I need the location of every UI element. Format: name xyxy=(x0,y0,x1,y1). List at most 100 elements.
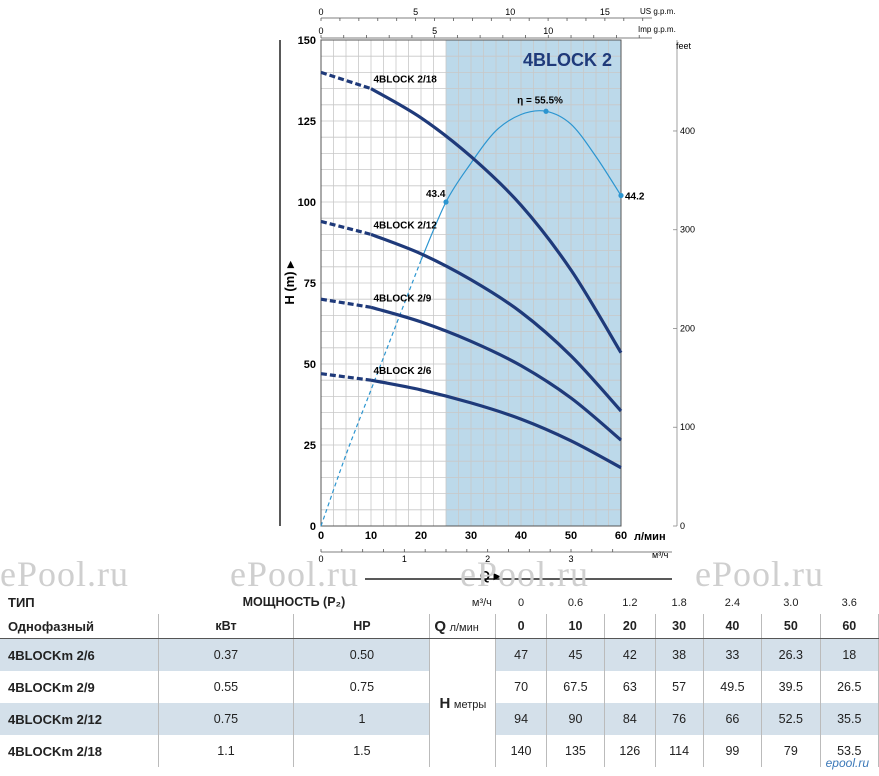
head-value: 47 xyxy=(495,638,547,671)
head-value: 33 xyxy=(703,638,763,671)
pump-curve xyxy=(370,87,623,354)
head-value: 126 xyxy=(604,735,656,767)
x-axis-unit-label: л/мин xyxy=(634,531,666,543)
type-header: ТИП xyxy=(8,594,35,610)
head-value: 70 xyxy=(495,671,547,703)
q-m3h-cell: 3.6 xyxy=(841,597,857,609)
q-m3h-cell: 2.4 xyxy=(724,597,741,609)
head-value: 94 xyxy=(495,703,547,735)
head-value: 76 xyxy=(655,703,704,735)
x-tick-label: 40 xyxy=(515,530,527,542)
y-tick-label: 125 xyxy=(298,116,316,128)
power-hp: 0.50 xyxy=(293,638,431,671)
us-gpm-tick-label: 10 xyxy=(505,7,515,17)
pump-curve xyxy=(370,232,623,413)
head-value: 35.5 xyxy=(820,703,879,735)
power-header: МОЩНОСТЬ (P₂) xyxy=(242,595,346,609)
y-tick-label: 150 xyxy=(298,35,316,47)
q-m3h-cell: 1.8 xyxy=(671,597,687,609)
imp-gpm-label: Imp g.p.m. xyxy=(638,25,676,34)
feet-axis-label: feet xyxy=(676,41,692,51)
y-tick-label: 100 xyxy=(298,197,316,209)
q-header: Q л/мин xyxy=(429,614,497,639)
feet-tick-label: 400 xyxy=(680,126,695,136)
pump-curve xyxy=(370,378,622,470)
power-hp: 0.75 xyxy=(293,671,431,703)
hp-header: HP xyxy=(293,614,431,639)
head-value: 39.5 xyxy=(761,671,821,703)
x-tick-label: 30 xyxy=(465,530,477,542)
watermark: ePool.ru xyxy=(230,554,359,594)
chart-title: 4BLOCK 2 xyxy=(523,50,612,70)
q-lmin-cell: 40 xyxy=(703,614,763,639)
head-value: 18 xyxy=(820,638,879,671)
series-label: 4BLOCK 2/6 xyxy=(374,366,432,377)
m3h-tick-label: 2 xyxy=(485,554,490,564)
power-hp: 1.5 xyxy=(293,735,431,767)
head-value: 140 xyxy=(495,735,547,767)
y-tick-label: 50 xyxy=(304,359,316,371)
pump-curve-dashed xyxy=(320,297,372,309)
efficiency-curve xyxy=(420,110,622,261)
head-value: 90 xyxy=(546,703,606,735)
performance-table: ТИП МОЩНОСТЬ (P₂) м³/ч 0 0.6 1.2 1.8 2.4… xyxy=(0,590,879,767)
x-tick-label: 60 xyxy=(615,530,627,542)
feet-tick-label: 100 xyxy=(680,422,695,432)
pump-curve-dashed xyxy=(320,372,372,382)
m3h-tick-label: 0 xyxy=(318,554,323,564)
x-tick-label: 10 xyxy=(365,530,377,542)
feet-tick-label: 200 xyxy=(680,323,695,333)
watermark: ePool.ru xyxy=(0,554,129,594)
q-m3h-cell: 0.6 xyxy=(567,597,584,609)
pump-curve-dashed xyxy=(320,70,372,91)
plot-frame xyxy=(320,39,622,527)
site-logo: epool.ru xyxy=(825,756,869,770)
watermark: ePool.ru xyxy=(695,554,824,594)
efficiency-label: 44.2 xyxy=(625,192,645,203)
head-value: 67.5 xyxy=(546,671,606,703)
us-gpm-tick-label: 0 xyxy=(318,7,323,17)
q-m3h-cell: 0 xyxy=(518,597,525,609)
head-value: 84 xyxy=(604,703,656,735)
y-tick-label: 25 xyxy=(304,440,316,452)
q-lmin-cell: 10 xyxy=(546,614,606,639)
head-value: 63 xyxy=(604,671,656,703)
table-row: 4BLOCKm 2/12 0.75 1 94 90 84 76 66 52.5 … xyxy=(0,703,879,735)
table-row: 4BLOCKm 2/9 0.55 0.75 70 67.5 63 57 49.5… xyxy=(0,671,879,703)
model-name: 4BLOCKm 2/12 xyxy=(0,703,159,735)
pump-curve xyxy=(370,305,623,442)
series-label: 4BLOCK 2/9 xyxy=(374,293,432,304)
model-name: 4BLOCKm 2/9 xyxy=(0,671,159,703)
head-value: 52.5 xyxy=(761,703,821,735)
y-tick-label: 75 xyxy=(304,278,316,290)
q-lmin-cell: 50 xyxy=(761,614,821,639)
efficiency-point xyxy=(543,108,549,114)
q-lmin-cell: 0 xyxy=(495,614,547,639)
head-value: 99 xyxy=(703,735,763,767)
head-value: 53.5 xyxy=(820,735,879,767)
head-value: 135 xyxy=(546,735,606,767)
efficiency-label: η = 55.5% xyxy=(517,95,563,106)
imp-gpm-tick-label: 5 xyxy=(432,26,437,36)
watermark: ePool.ru xyxy=(460,554,589,594)
x-tick-label: 0 xyxy=(318,530,324,542)
power-kw: 1.1 xyxy=(158,735,295,767)
head-value: 45 xyxy=(546,638,606,671)
head-value: 114 xyxy=(655,735,704,767)
feet-tick-label: 300 xyxy=(680,225,695,235)
power-kw: 0.55 xyxy=(158,671,295,703)
y-axis-title: H (m) ▸ xyxy=(282,260,297,305)
q-lmin-cell: 30 xyxy=(655,614,704,639)
m3h-unit-label: м³/ч xyxy=(652,550,669,560)
table-row: 4BLOCKm 2/18 1.1 1.5 140 135 126 114 99 … xyxy=(0,735,879,767)
head-value: 42 xyxy=(604,638,656,671)
efficiency-label: 43.4 xyxy=(426,189,446,200)
table-row: 4BLOCKm 2/6 0.37 0.50 H метры 47 45 42 3… xyxy=(0,638,879,767)
q-m3h-cell: 3.0 xyxy=(783,597,799,609)
head-value: 26.3 xyxy=(761,638,821,671)
y-tick-label: 0 xyxy=(310,521,316,533)
imp-gpm-tick-label: 0 xyxy=(318,26,323,36)
model-name: 4BLOCKm 2/6 xyxy=(0,638,159,671)
feet-tick-label: 0 xyxy=(680,521,685,531)
